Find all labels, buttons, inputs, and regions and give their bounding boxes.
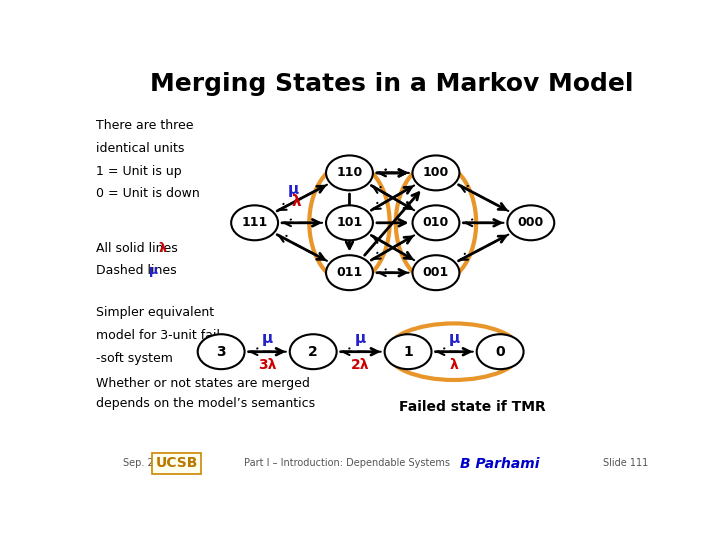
Text: All solid lines: All solid lines bbox=[96, 241, 181, 254]
Text: 2: 2 bbox=[308, 345, 318, 359]
Text: 100: 100 bbox=[423, 166, 449, 179]
Circle shape bbox=[384, 334, 431, 369]
Text: Failed state if TMR: Failed state if TMR bbox=[399, 400, 546, 414]
Text: 3: 3 bbox=[216, 345, 226, 359]
Text: Simpler equivalent: Simpler equivalent bbox=[96, 306, 214, 319]
Circle shape bbox=[289, 334, 337, 369]
Text: μ: μ bbox=[261, 331, 272, 346]
Text: UCSB: UCSB bbox=[156, 456, 198, 470]
Text: μ: μ bbox=[354, 331, 366, 346]
Text: λ: λ bbox=[292, 194, 301, 208]
Text: 0: 0 bbox=[495, 345, 505, 359]
Text: 110: 110 bbox=[336, 166, 363, 179]
Text: 101: 101 bbox=[336, 217, 363, 230]
Text: model for 3-unit fail: model for 3-unit fail bbox=[96, 329, 220, 342]
Text: 1 = Unit is up: 1 = Unit is up bbox=[96, 165, 181, 178]
Text: identical units: identical units bbox=[96, 141, 184, 155]
Text: 111: 111 bbox=[241, 217, 268, 230]
Text: μ: μ bbox=[148, 265, 158, 278]
Circle shape bbox=[413, 205, 459, 240]
Text: Dashed lines: Dashed lines bbox=[96, 265, 180, 278]
Text: Part I – Introduction: Dependable Systems: Part I – Introduction: Dependable System… bbox=[243, 458, 450, 468]
Text: Slide 111: Slide 111 bbox=[603, 458, 649, 468]
Text: 001: 001 bbox=[423, 266, 449, 279]
Text: B Parhami: B Parhami bbox=[460, 457, 540, 471]
Text: λ: λ bbox=[449, 358, 458, 372]
Circle shape bbox=[477, 334, 523, 369]
Text: -soft system: -soft system bbox=[96, 352, 173, 365]
Circle shape bbox=[198, 334, 245, 369]
Circle shape bbox=[326, 205, 373, 240]
Text: Whether or not states are merged: Whether or not states are merged bbox=[96, 377, 310, 390]
Text: 010: 010 bbox=[423, 217, 449, 230]
Text: 1: 1 bbox=[403, 345, 413, 359]
Text: 3λ: 3λ bbox=[258, 358, 276, 372]
Text: depends on the model’s semantics: depends on the model’s semantics bbox=[96, 397, 315, 410]
Text: μ: μ bbox=[449, 331, 459, 346]
Text: Merging States in a Markov Model: Merging States in a Markov Model bbox=[150, 71, 633, 96]
Text: 0 = Unit is down: 0 = Unit is down bbox=[96, 187, 199, 200]
Circle shape bbox=[231, 205, 278, 240]
Text: There are three: There are three bbox=[96, 119, 193, 132]
Text: Sep. 2020: Sep. 2020 bbox=[124, 458, 173, 468]
Text: 011: 011 bbox=[336, 266, 363, 279]
Circle shape bbox=[326, 156, 373, 191]
Circle shape bbox=[326, 255, 373, 290]
Circle shape bbox=[508, 205, 554, 240]
Text: 000: 000 bbox=[518, 217, 544, 230]
Text: 2λ: 2λ bbox=[351, 358, 369, 372]
Text: μ: μ bbox=[288, 182, 300, 197]
Text: λ: λ bbox=[158, 241, 166, 254]
Circle shape bbox=[413, 156, 459, 191]
Circle shape bbox=[413, 255, 459, 290]
